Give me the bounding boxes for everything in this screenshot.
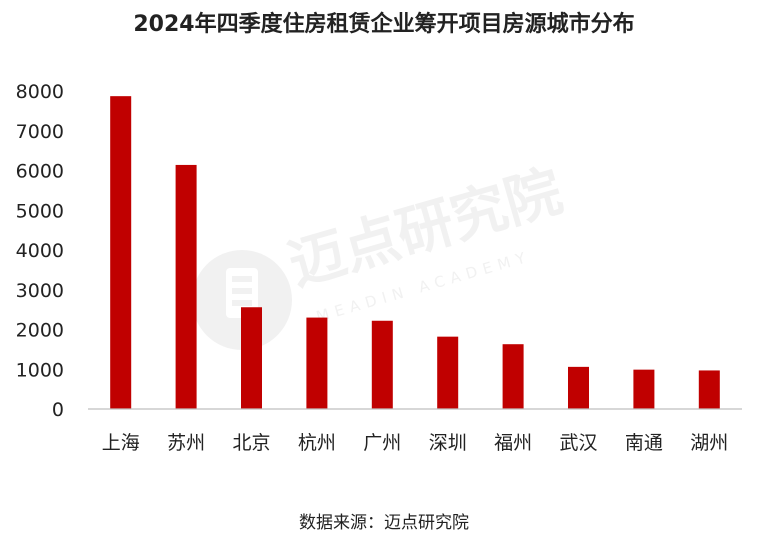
bar [371, 320, 393, 409]
y-tick-label: 4000 [16, 240, 64, 262]
x-tick-label: 杭州 [298, 432, 336, 454]
y-tick-label: 8000 [16, 81, 64, 103]
bar [698, 370, 720, 409]
bar [306, 317, 328, 409]
x-tick-label: 深圳 [429, 432, 467, 454]
bar [175, 164, 197, 409]
x-tick-label: 福州 [494, 432, 532, 454]
bars [110, 96, 720, 409]
source-note: 数据来源：迈点研究院 [299, 513, 469, 533]
y-axis-ticks: 0 1000 2000 3000 4000 5000 6000 7000 8000 [16, 81, 64, 421]
y-tick-label: 3000 [16, 280, 64, 302]
watermark-logo-icon [192, 250, 292, 350]
y-tick-label: 7000 [16, 121, 64, 143]
x-tick-label: 武汉 [559, 432, 597, 454]
x-tick-label: 湖州 [690, 432, 728, 454]
bar [502, 344, 524, 409]
bar [633, 369, 655, 409]
y-tick-label: 2000 [16, 320, 64, 342]
y-tick-label: 1000 [16, 359, 64, 381]
y-tick-label: 5000 [16, 200, 64, 222]
x-axis-labels: 上海 苏州 北京 杭州 广州 深圳 福州 武汉 南通 湖州 [102, 432, 729, 454]
y-tick-label: 6000 [16, 161, 64, 183]
bar [110, 96, 132, 409]
chart-title: 2024年四季度住房租赁企业筹开项目房源城市分布 [133, 12, 635, 37]
x-tick-label: 上海 [102, 432, 140, 454]
x-tick-label: 南通 [625, 432, 663, 454]
y-tick-label: 0 [52, 399, 64, 421]
x-tick-label: 苏州 [167, 432, 205, 454]
bar [437, 336, 459, 409]
x-tick-label: 广州 [363, 432, 401, 454]
bar [568, 366, 589, 409]
bar [241, 307, 262, 409]
x-tick-label: 北京 [232, 432, 270, 454]
